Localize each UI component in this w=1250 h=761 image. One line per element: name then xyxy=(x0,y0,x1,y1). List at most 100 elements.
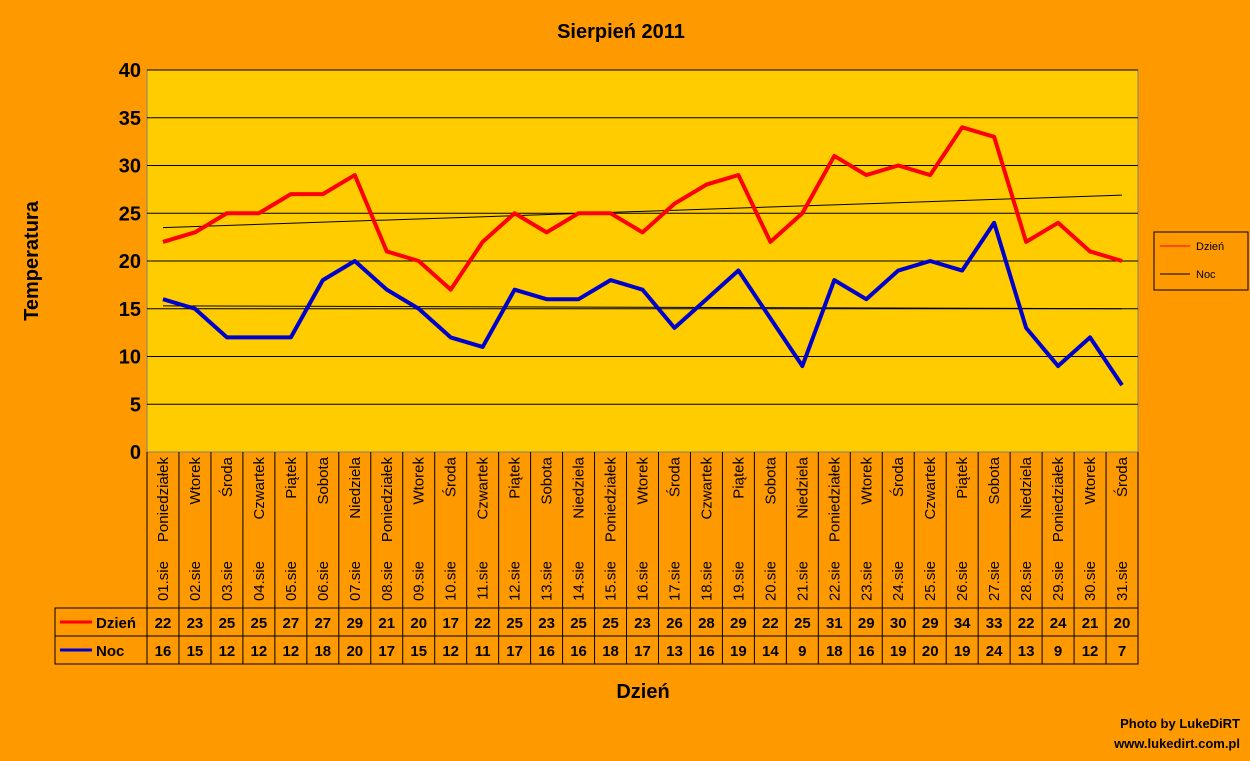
table-value: 11 xyxy=(475,643,491,660)
x-tick-label: 08.sie xyxy=(379,561,396,601)
table-value: 24 xyxy=(1050,615,1067,632)
table-value: 17 xyxy=(634,643,651,660)
x-tick-label: 31.sie xyxy=(1114,561,1131,601)
x-tick-label: 03.sie xyxy=(219,561,236,601)
weekday-label: Czwartek xyxy=(251,457,268,520)
table-value: 20 xyxy=(346,643,363,660)
table-value: 12 xyxy=(251,643,268,660)
table-value: 16 xyxy=(155,643,172,660)
weekday-label: Środa xyxy=(889,456,907,497)
x-tick-label: 15.sie xyxy=(603,561,620,601)
table-value: 25 xyxy=(794,615,811,632)
table-value: 15 xyxy=(187,643,204,660)
y-tick-label: 40 xyxy=(119,60,141,82)
x-tick-label: 18.sie xyxy=(698,561,715,601)
table-value: 12 xyxy=(283,643,300,660)
weekday-label: Środa xyxy=(218,456,236,497)
table-value: 26 xyxy=(666,615,683,632)
table-value: 12 xyxy=(1082,643,1099,660)
y-tick-label: 35 xyxy=(119,108,141,130)
x-tick-label: 10.sie xyxy=(443,561,460,601)
table-value: 7 xyxy=(1118,643,1126,660)
table-value: 22 xyxy=(155,615,172,632)
x-tick-label: 11.sie xyxy=(475,561,492,600)
weekday-label: Sobota xyxy=(986,456,1003,504)
table-value: 27 xyxy=(283,615,300,632)
table-value: 27 xyxy=(314,615,331,632)
x-tick-label: 21.sie xyxy=(794,561,811,601)
weekday-label: Piątek xyxy=(283,457,300,499)
x-tick-label: 07.sie xyxy=(347,561,364,601)
table-value: 16 xyxy=(538,643,555,660)
x-tick-label: 17.sie xyxy=(666,561,683,601)
y-tick-label: 10 xyxy=(119,347,141,369)
legend-label: Noc xyxy=(1196,269,1216,281)
table-value: 28 xyxy=(698,615,715,632)
table-series-label: Dzień xyxy=(96,615,136,632)
table-value: 20 xyxy=(410,615,427,632)
table-value: 19 xyxy=(954,643,971,660)
x-tick-label: 26.sie xyxy=(954,561,971,601)
table-value: 13 xyxy=(666,643,683,660)
y-axis-label: Temperatura xyxy=(21,200,43,321)
trendline-1 xyxy=(162,305,1123,310)
weekday-label: Środa xyxy=(665,456,683,497)
table-value: 20 xyxy=(1114,615,1131,632)
table-value: 17 xyxy=(442,615,459,632)
credit-text: Photo by LukeDiRT xyxy=(1120,716,1240,731)
table-value: 24 xyxy=(986,643,1003,660)
table-value: 25 xyxy=(602,615,619,632)
table-series-label: Noc xyxy=(96,643,124,660)
table-value: 34 xyxy=(954,615,971,632)
chart-title: Sierpień 2011 xyxy=(557,21,685,43)
table-value: 16 xyxy=(698,643,715,660)
weekday-label: Wtorek xyxy=(635,457,652,505)
y-tick-label: 30 xyxy=(119,156,141,178)
x-tick-label: 01.sie xyxy=(155,561,172,601)
table-value: 16 xyxy=(570,643,587,660)
table-value: 21 xyxy=(378,615,395,632)
weekday-label: Czwartek xyxy=(922,457,939,520)
x-tick-label: 19.sie xyxy=(730,561,747,601)
x-tick-label: 09.sie xyxy=(411,561,428,601)
table-value: 23 xyxy=(538,615,555,632)
weekday-label: Środa xyxy=(1113,456,1131,497)
weekday-label: Piątek xyxy=(954,457,971,499)
x-tick-label: 16.sie xyxy=(635,561,652,601)
x-tick-label: 25.sie xyxy=(922,561,939,601)
weekday-label: Poniedziałek xyxy=(379,457,396,543)
table-value: 29 xyxy=(730,615,747,632)
legend-label: Dzień xyxy=(1196,241,1224,253)
credit-url: www.lukedirt.com.pl xyxy=(1113,736,1240,751)
table-value: 17 xyxy=(506,643,523,660)
x-tick-label: 12.sie xyxy=(507,561,524,601)
weekday-label: Niedziela xyxy=(571,456,588,518)
table-value: 25 xyxy=(219,615,236,632)
weekday-label: Piątek xyxy=(507,457,524,499)
y-tick-label: 15 xyxy=(119,299,141,321)
table-value: 12 xyxy=(442,643,459,660)
x-tick-label: 29.sie xyxy=(1050,561,1067,601)
weekday-label: Poniedziałek xyxy=(1050,457,1067,543)
x-tick-label: 04.sie xyxy=(251,561,268,601)
table-value: 31 xyxy=(826,615,843,632)
weekday-label: Poniedziałek xyxy=(603,457,620,543)
legend-box xyxy=(1153,231,1249,291)
table-value: 17 xyxy=(378,643,395,660)
weekday-label: Sobota xyxy=(315,456,332,504)
weekday-label: Niedziela xyxy=(347,456,364,518)
x-tick-label: 30.sie xyxy=(1082,561,1099,601)
weekday-label: Wtorek xyxy=(411,457,428,505)
x-tick-label: 06.sie xyxy=(315,561,332,601)
table-value: 25 xyxy=(251,615,268,632)
table-value: 23 xyxy=(634,615,651,632)
x-tick-label: 23.sie xyxy=(858,561,875,601)
table-value: 9 xyxy=(1054,643,1062,660)
table-value: 14 xyxy=(762,643,779,660)
table-value: 19 xyxy=(730,643,747,660)
x-tick-label: 27.sie xyxy=(986,561,1003,601)
table-value: 25 xyxy=(506,615,523,632)
x-tick-label: 22.sie xyxy=(826,561,843,601)
y-tick-label: 25 xyxy=(119,203,141,225)
